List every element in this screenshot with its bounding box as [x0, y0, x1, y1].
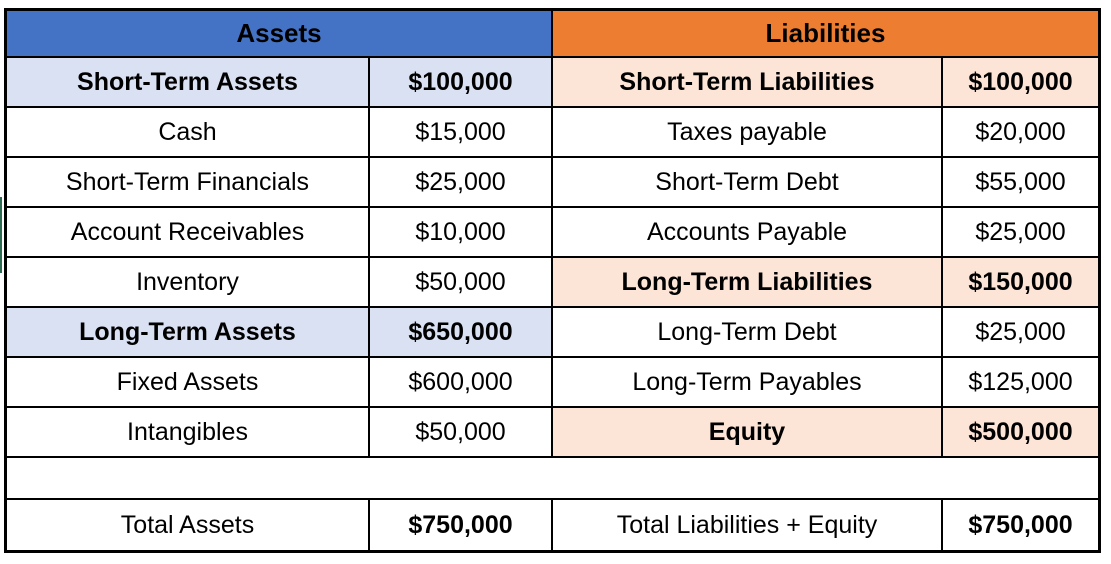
total-assets-value-cell: $750,000: [370, 500, 553, 550]
assets-label-cell: Fixed Assets: [7, 358, 370, 408]
liabilities-label-cell: Equity: [553, 408, 943, 458]
liabilities-header-cell: Liabilities: [553, 11, 1098, 58]
liabilities-label-cell: Short-Term Debt: [553, 158, 943, 208]
assets-label-cell: Short-Term Assets: [7, 58, 370, 108]
liabilities-label-cell: Short-Term Liabilities: [553, 58, 943, 108]
assets-header-cell: Assets: [7, 11, 553, 58]
assets-value-cell: $15,000: [370, 108, 553, 158]
assets-value-cell: $50,000: [370, 408, 553, 458]
liabilities-label-cell: Taxes payable: [553, 108, 943, 158]
spacer-row: [7, 458, 1098, 500]
liabilities-label-cell: Long-Term Payables: [553, 358, 943, 408]
liabilities-value-cell: $500,000: [943, 408, 1098, 458]
liabilities-value-cell: $55,000: [943, 158, 1098, 208]
total-liabilities-value-cell: $750,000: [943, 500, 1098, 550]
liabilities-value-cell: $125,000: [943, 358, 1098, 408]
assets-value-cell: $650,000: [370, 308, 553, 358]
liabilities-value-cell: $150,000: [943, 258, 1098, 308]
assets-value-cell: $100,000: [370, 58, 553, 108]
total-liabilities-label-cell: Total Liabilities + Equity: [553, 500, 943, 550]
assets-label-cell: Short-Term Financials: [7, 158, 370, 208]
balance-sheet-table: Assets Liabilities Short-Term Assets $100,0…: [4, 8, 1101, 553]
liabilities-label-cell: Long-Term Debt: [553, 308, 943, 358]
assets-value-cell: $600,000: [370, 358, 553, 408]
total-assets-label-cell: Total Assets: [7, 500, 370, 550]
assets-label-cell: Intangibles: [7, 408, 370, 458]
liabilities-value-cell: $25,000: [943, 208, 1098, 258]
assets-label-cell: Cash: [7, 108, 370, 158]
assets-label-cell: Inventory: [7, 258, 370, 308]
liabilities-label-cell: Long-Term Liabilities: [553, 258, 943, 308]
assets-label-cell: Account Receivables: [7, 208, 370, 258]
liabilities-value-cell: $100,000: [943, 58, 1098, 108]
assets-label-cell: Long-Term Assets: [7, 308, 370, 358]
liabilities-label-cell: Accounts Payable: [553, 208, 943, 258]
screen-edge-artifact: [0, 197, 2, 273]
assets-value-cell: $10,000: [370, 208, 553, 258]
liabilities-value-cell: $20,000: [943, 108, 1098, 158]
assets-value-cell: $25,000: [370, 158, 553, 208]
liabilities-value-cell: $25,000: [943, 308, 1098, 358]
assets-value-cell: $50,000: [370, 258, 553, 308]
